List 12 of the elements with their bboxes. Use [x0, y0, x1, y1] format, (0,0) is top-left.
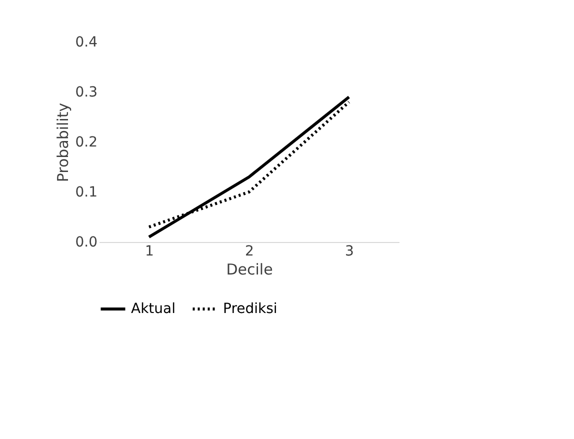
x-axis-title: Decile	[226, 260, 273, 278]
y-tick-label: 0.2	[75, 134, 98, 150]
legend-label: Prediksi	[223, 301, 278, 317]
legend-label: Aktual	[131, 301, 176, 317]
y-tick-label: 0.4	[75, 34, 98, 50]
x-tick-label: 2	[245, 244, 254, 260]
y-tick-label: 0.3	[75, 84, 98, 100]
y-axis-title: Probability	[54, 102, 72, 182]
x-tick-label: 1	[145, 244, 154, 260]
x-tick-label: 3	[345, 244, 354, 260]
y-tick-label: 0.0	[75, 234, 98, 250]
y-tick-label: 0.1	[75, 184, 98, 200]
